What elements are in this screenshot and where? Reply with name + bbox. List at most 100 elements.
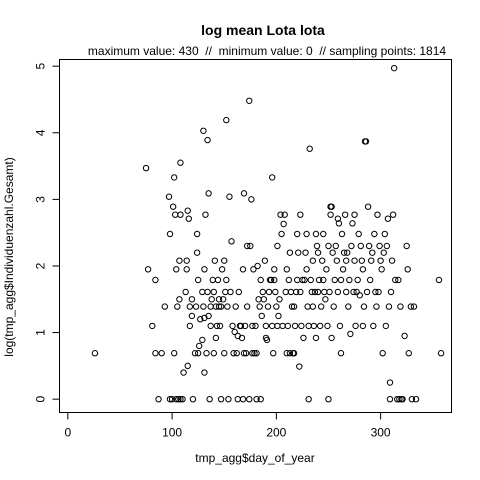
data-point	[217, 395, 225, 403]
data-point	[270, 350, 277, 357]
data-point	[405, 350, 412, 357]
data-point	[177, 395, 184, 403]
data-point	[252, 322, 259, 330]
data-point	[325, 242, 332, 250]
data-point	[312, 334, 320, 342]
data-point	[207, 303, 214, 310]
data-point	[249, 350, 256, 357]
data-point	[349, 220, 356, 227]
data-point	[175, 395, 182, 403]
data-point	[294, 230, 301, 238]
data-point	[339, 266, 347, 273]
data-point	[397, 303, 404, 310]
data-point	[320, 276, 327, 284]
data-point	[227, 288, 234, 296]
x-axis-label: tmp_agg$day_of_year	[195, 451, 314, 465]
data-point	[307, 276, 314, 284]
data-point	[389, 211, 397, 218]
data-point	[179, 395, 186, 403]
data-point	[207, 322, 214, 330]
y-tick-label: 3	[34, 196, 48, 203]
data-point	[364, 203, 372, 210]
data-point	[249, 322, 256, 330]
data-point	[381, 230, 388, 238]
data-point	[232, 303, 239, 310]
data-point	[211, 257, 219, 264]
data-point	[330, 303, 337, 310]
data-point	[201, 369, 208, 376]
data-point	[292, 288, 300, 296]
data-point	[336, 322, 344, 330]
data-point	[407, 303, 415, 310]
data-point	[186, 322, 194, 330]
data-point	[258, 312, 265, 320]
data-point	[386, 379, 394, 386]
data-point	[286, 249, 294, 256]
data-point	[281, 211, 288, 218]
data-point	[401, 332, 408, 340]
x-tick-label: 100	[162, 426, 182, 440]
data-point	[218, 266, 226, 273]
data-point	[250, 266, 257, 273]
data-point	[383, 242, 391, 250]
data-point	[373, 303, 380, 310]
data-point	[347, 330, 354, 338]
data-point	[325, 395, 332, 403]
data-point	[309, 303, 317, 310]
data-point	[286, 350, 294, 357]
data-point	[214, 276, 222, 284]
data-point	[170, 174, 178, 181]
data-point	[379, 350, 386, 357]
data-point	[363, 288, 371, 296]
data-point	[192, 303, 200, 310]
data-point	[344, 249, 351, 256]
data-point	[351, 257, 358, 264]
data-point	[359, 322, 367, 330]
data-point	[194, 350, 202, 357]
data-point	[215, 303, 223, 310]
data-point	[267, 276, 275, 284]
data-point	[380, 249, 387, 256]
data-point	[388, 257, 396, 264]
data-point	[168, 395, 176, 403]
data-point	[155, 395, 162, 403]
data-point	[287, 288, 295, 296]
data-point	[233, 350, 240, 357]
data-point	[308, 288, 315, 296]
data-point	[354, 276, 361, 284]
data-point	[256, 303, 263, 310]
data-point	[213, 322, 221, 330]
data-points	[91, 64, 445, 403]
data-point	[316, 322, 324, 330]
data-point	[328, 203, 335, 210]
data-point	[197, 316, 204, 323]
data-point	[362, 138, 370, 145]
data-point	[369, 249, 376, 256]
data-point	[278, 230, 285, 238]
data-point	[274, 322, 281, 330]
data-point	[257, 276, 264, 284]
chart-title: log mean Lota lota	[201, 22, 325, 38]
data-point	[384, 215, 392, 222]
data-point	[368, 257, 375, 264]
data-point	[246, 395, 253, 403]
data-point	[313, 242, 321, 250]
data-point	[225, 395, 232, 403]
data-point	[280, 220, 287, 228]
data-point	[260, 296, 268, 303]
data-point	[210, 350, 217, 357]
data-point	[255, 296, 262, 303]
data-point	[234, 395, 241, 403]
data-point	[290, 303, 298, 310]
data-point	[144, 266, 152, 273]
data-point	[358, 257, 366, 264]
data-point	[219, 296, 227, 303]
data-point	[296, 363, 303, 370]
data-point	[91, 350, 99, 357]
data-point	[274, 242, 281, 250]
data-point	[246, 97, 253, 104]
data-point	[332, 242, 339, 250]
data-point	[201, 266, 208, 273]
data-point	[283, 266, 290, 273]
